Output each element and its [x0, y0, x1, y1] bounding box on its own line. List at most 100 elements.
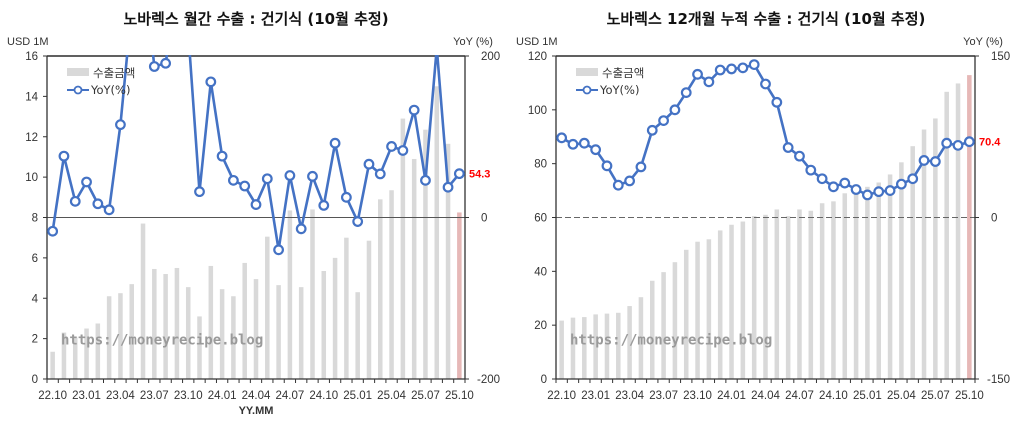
yoy-point: [408, 104, 420, 116]
bar: [683, 249, 689, 379]
bar: [378, 199, 383, 379]
yoy-point: [115, 119, 126, 131]
bar: [797, 209, 802, 379]
bar: [740, 221, 746, 379]
x-tick-label: 23.10: [683, 390, 712, 402]
y-right-tick-label: 0: [481, 213, 487, 225]
yoy-point: [624, 175, 636, 187]
last-value-label: 54.3: [469, 169, 490, 181]
yoy-point: [194, 186, 205, 198]
x-tick-label: 25.10: [955, 390, 984, 402]
x-tick-label: 23.01: [581, 390, 610, 402]
yoy-point: [646, 124, 658, 136]
bar: [661, 272, 666, 379]
yoy-point: [794, 150, 805, 162]
yoy-point: [714, 64, 726, 76]
bar: [95, 323, 101, 379]
x-tick-label: 23.04: [106, 390, 135, 402]
bar: [842, 193, 848, 379]
yoy-point: [612, 179, 624, 191]
yoy-series: [556, 59, 975, 201]
yoy-point: [692, 68, 703, 80]
bar: [366, 240, 372, 379]
yoy-point: [748, 59, 760, 71]
x-tick-label: 25.01: [853, 390, 882, 402]
bar: [163, 274, 168, 379]
yoy-point: [273, 244, 284, 256]
y-left-tick-label: 0: [32, 374, 38, 386]
x-tick-label: 23.07: [140, 390, 169, 402]
bar: [649, 280, 655, 379]
bar: [853, 190, 859, 379]
yoy-point: [386, 141, 397, 152]
bar: [321, 270, 327, 379]
bar: [627, 306, 632, 379]
yoy-point: [239, 180, 251, 192]
legend-line-label: YoY(%): [90, 83, 130, 97]
bar: [50, 351, 55, 379]
bar: [910, 146, 915, 379]
bar: [933, 118, 938, 380]
bar: [129, 284, 134, 379]
bar: [445, 143, 451, 379]
bar: [717, 230, 723, 379]
yoy-point: [816, 173, 828, 185]
y-left-tick-label: 2: [32, 334, 38, 346]
y-right-unit-label: YoY (%): [453, 36, 493, 48]
yoy-point: [205, 76, 217, 88]
yoy-point: [895, 178, 907, 190]
bar: [638, 297, 644, 379]
yoy-point: [590, 144, 602, 156]
bar: [785, 216, 791, 379]
x-tick-label: 24.10: [309, 390, 338, 402]
yoy-point: [556, 132, 568, 144]
yoy-point: [318, 199, 330, 211]
legend-line-label: YoY(%): [599, 83, 639, 97]
legend-bar-swatch: [67, 68, 89, 76]
yoy-series: [47, 55, 465, 256]
bar: [106, 296, 112, 379]
yoy-point: [918, 155, 930, 166]
bar: [197, 316, 202, 379]
y-right-unit-label: YoY (%): [963, 36, 1003, 48]
y-left-tick-label: 10: [25, 172, 38, 184]
bar: [174, 267, 180, 379]
y-left-tick-label: 6: [32, 253, 38, 265]
chart-2: 노바렉스 12개월 누적 수출 : 건기식 (10월 추정) USD 1M YoY …: [516, 10, 1010, 402]
x-tick-label: 23.07: [649, 390, 678, 402]
bar: [411, 158, 417, 379]
x-tick-label: 24.10: [819, 390, 848, 402]
yoy-point: [261, 173, 273, 185]
yoy-point: [703, 76, 715, 88]
bar: [887, 174, 893, 379]
x-tick-label: 24.01: [717, 390, 746, 402]
bar: [706, 239, 712, 379]
legend-line-marker: [73, 85, 83, 95]
yoy-point: [635, 161, 647, 173]
yoy-point: [329, 137, 341, 149]
y-left-tick-label: 100: [528, 105, 547, 117]
yoy-point: [295, 223, 307, 235]
yoy-point: [284, 170, 296, 181]
yoy-point: [374, 168, 386, 180]
x-tick-label: 24.07: [785, 390, 814, 402]
bar: [672, 262, 678, 379]
yoy-point: [782, 142, 794, 153]
bar: [219, 289, 225, 379]
legend-bar-label: 수출금액: [93, 66, 135, 80]
bar: [276, 285, 281, 379]
yoy-point: [216, 150, 228, 162]
yoy-point: [601, 160, 613, 172]
x-tick-label: 25.10: [445, 390, 474, 402]
bar: [72, 337, 78, 379]
chart-title: 노바렉스 12개월 누적 수출 : 건기식 (10월 추정): [607, 10, 926, 28]
last-value-label: 70.4: [979, 137, 1001, 149]
bar: [729, 224, 734, 379]
yoy-point: [737, 62, 749, 74]
bar: [604, 313, 610, 379]
x-axis-label: YY.MM: [239, 405, 274, 417]
bar: [774, 209, 780, 379]
yoy-point: [69, 195, 81, 207]
bar: [423, 129, 428, 379]
bar: [876, 182, 882, 379]
